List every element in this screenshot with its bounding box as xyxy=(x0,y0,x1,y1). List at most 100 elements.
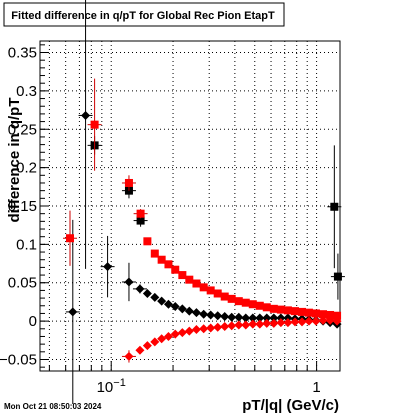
data-point-square xyxy=(269,304,278,313)
x-tick-label: 10−1 xyxy=(97,377,126,396)
data-point-diamond xyxy=(234,312,244,322)
data-point-diamond xyxy=(150,292,160,302)
y-tick-label: 0.3 xyxy=(16,83,37,100)
data-point-square xyxy=(124,178,133,187)
title-box xyxy=(3,2,285,27)
data-point-diamond xyxy=(150,337,160,347)
data-point-diamond xyxy=(255,319,265,329)
data-point-square xyxy=(136,209,145,218)
data-point-square xyxy=(330,202,339,211)
data-point-diamond xyxy=(163,299,173,309)
data-point-diamond xyxy=(157,296,167,306)
data-point-diamond xyxy=(248,313,258,323)
data-point-square xyxy=(262,303,271,312)
y-tick-label: 0 xyxy=(29,313,37,330)
y-tick-labels: −0.05 0 0.05 0.1 0.15 0.2 0.25 0.3 0.35 xyxy=(0,45,37,369)
data-point-square xyxy=(178,271,187,280)
y-tick-label: 0.15 xyxy=(8,198,37,215)
data-point-square xyxy=(143,237,152,246)
data-point-square xyxy=(206,286,215,295)
data-point-diamond xyxy=(206,310,216,320)
data-point-diamond xyxy=(124,277,134,287)
data-point-diamond xyxy=(283,318,293,328)
data-point-square xyxy=(283,306,292,315)
data-point-diamond xyxy=(199,324,209,334)
data-point-diamond xyxy=(142,288,152,298)
data-point-diamond xyxy=(325,315,335,325)
data-point-square xyxy=(220,292,229,301)
data-point-diamond xyxy=(184,326,194,336)
y-tick-label: 0.05 xyxy=(8,275,37,292)
data-point-diamond xyxy=(142,341,152,351)
data-point-diamond xyxy=(276,313,286,323)
y-tick-label: 0.25 xyxy=(8,121,37,138)
data-point-square xyxy=(185,275,194,284)
data-point-diamond xyxy=(304,316,314,326)
chart-title: Fitted difference in q/pT for Global Rec… xyxy=(11,10,275,22)
x-tick-labels: 10−1 1 xyxy=(97,377,321,396)
data-point-diamond xyxy=(157,334,167,344)
data-point-diamond xyxy=(206,323,216,333)
data-point-square xyxy=(234,297,243,306)
data-point-diamond xyxy=(135,284,145,294)
data-point-diamond xyxy=(227,312,237,322)
data-point-diamond xyxy=(163,331,173,341)
data-point-square xyxy=(311,309,320,318)
data-point-square xyxy=(333,311,342,320)
data-point-square xyxy=(199,283,208,292)
data-point-diamond xyxy=(124,351,134,361)
timestamp: Mon Oct 21 08:50:03 2024 xyxy=(4,402,102,411)
data-point-diamond xyxy=(318,315,328,325)
data-point-diamond xyxy=(135,345,145,355)
data-point-square xyxy=(255,301,264,310)
data-point-diamond xyxy=(213,311,223,321)
data-point-diamond xyxy=(262,318,272,328)
data-point-square xyxy=(90,120,99,129)
data-point-square xyxy=(192,279,201,288)
data-point-square xyxy=(241,298,250,307)
data-point-square xyxy=(164,260,173,269)
data-point-square xyxy=(291,307,300,316)
data-point-diamond xyxy=(276,318,286,328)
y-tick-label: 0.35 xyxy=(8,45,37,62)
data-point-square xyxy=(333,272,342,281)
data-point-square xyxy=(326,310,335,319)
data-point-diamond xyxy=(220,321,230,331)
data-point-square xyxy=(297,307,306,316)
axis-ticks xyxy=(40,44,318,371)
data-point-diamond xyxy=(269,313,279,323)
x-tick-label: 1 xyxy=(312,379,320,396)
data-point-diamond xyxy=(68,307,78,317)
y-tick-label: 0.2 xyxy=(16,160,37,177)
data-point-diamond xyxy=(103,262,113,272)
data-point-diamond xyxy=(191,325,201,335)
data-point-diamond xyxy=(81,110,91,120)
data-point-square xyxy=(227,294,236,303)
data-point-diamond xyxy=(199,309,209,319)
data-point-diamond xyxy=(170,302,180,312)
data-points xyxy=(63,0,345,404)
x-axis-title: pT/|q| (GeV/c) xyxy=(242,397,339,414)
data-point-square xyxy=(171,265,180,274)
data-point-diamond xyxy=(177,328,187,338)
data-point-square xyxy=(157,255,166,264)
data-point-square xyxy=(66,234,75,243)
data-point-square xyxy=(150,249,159,258)
data-point-diamond xyxy=(297,317,307,327)
data-point-diamond xyxy=(177,304,187,314)
data-point-square xyxy=(276,305,285,314)
data-point-diamond xyxy=(269,318,279,328)
y-axis-title: difference in q/pT xyxy=(6,97,23,222)
data-point-diamond xyxy=(262,313,272,323)
data-point-diamond xyxy=(311,316,321,326)
data-point-square xyxy=(248,300,257,309)
data-point-diamond xyxy=(220,312,230,322)
data-point-diamond xyxy=(241,313,251,323)
data-point-diamond xyxy=(184,306,194,316)
data-point-diamond xyxy=(283,313,293,323)
data-point-square xyxy=(304,308,313,317)
data-point-diamond xyxy=(241,320,251,330)
data-point-diamond xyxy=(170,329,180,339)
data-point-diamond xyxy=(213,322,223,332)
